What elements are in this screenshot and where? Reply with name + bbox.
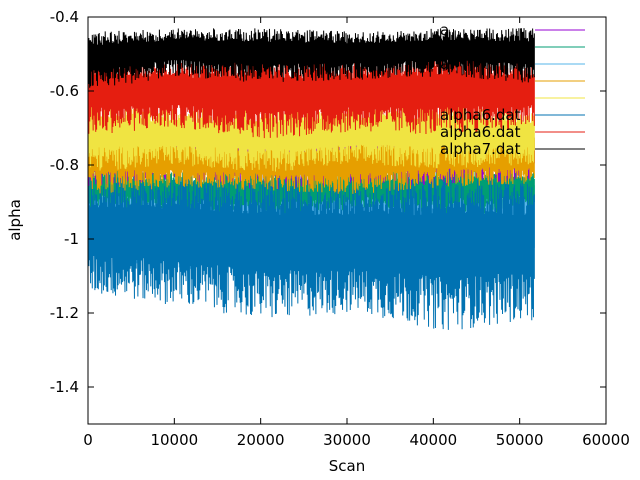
legend-label: a — [440, 55, 449, 73]
y-tick-label: -1 — [64, 230, 79, 248]
y-tick-label: -0.6 — [50, 82, 79, 100]
y-axis-title: alpha — [6, 199, 24, 241]
legend-label: alpha6.dat — [440, 106, 521, 124]
x-tick-label: 20000 — [237, 431, 285, 449]
axis-ticks: 0 10000 20000 30000 40000 50000 60000 -1.4 -1.2 -… — [50, 8, 630, 449]
legend-label: alpha7.dat — [440, 140, 521, 158]
x-tick-label: 40000 — [409, 431, 457, 449]
series-line-alpha6-dat — [87, 177, 535, 330]
y-tick-label: -1.2 — [50, 304, 79, 322]
series-line-alpha5-dat — [87, 99, 535, 172]
series-line-alpha8-dat — [87, 28, 535, 88]
x-tick-label: 30000 — [323, 431, 371, 449]
x-tick-label: 50000 — [496, 431, 544, 449]
x-tick-label: 60000 — [582, 431, 630, 449]
legend-label: a — [440, 21, 449, 39]
data-layer — [87, 28, 535, 330]
series-line-alpha7-dat — [87, 54, 535, 139]
y-tick-label: -0.8 — [50, 156, 79, 174]
x-tick-label: 0 — [83, 431, 93, 449]
x-axis-title: Scan — [329, 457, 365, 475]
y-tick-label: -1.4 — [50, 378, 79, 396]
y-tick-label: -0.4 — [50, 8, 79, 26]
legend-label: alpha6.dat — [440, 123, 521, 141]
x-tick-label: 10000 — [150, 431, 198, 449]
